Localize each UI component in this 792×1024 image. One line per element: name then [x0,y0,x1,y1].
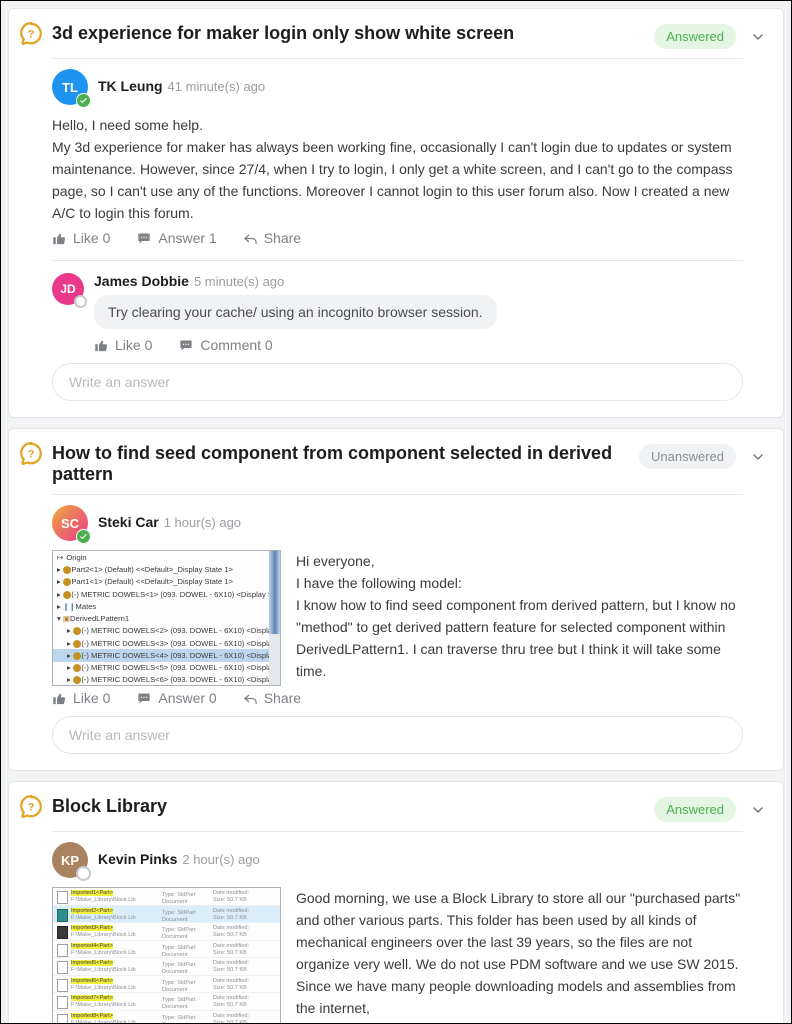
svg-text:?: ? [28,449,35,461]
svg-text:?: ? [28,802,35,814]
svg-text:?: ? [28,29,35,41]
